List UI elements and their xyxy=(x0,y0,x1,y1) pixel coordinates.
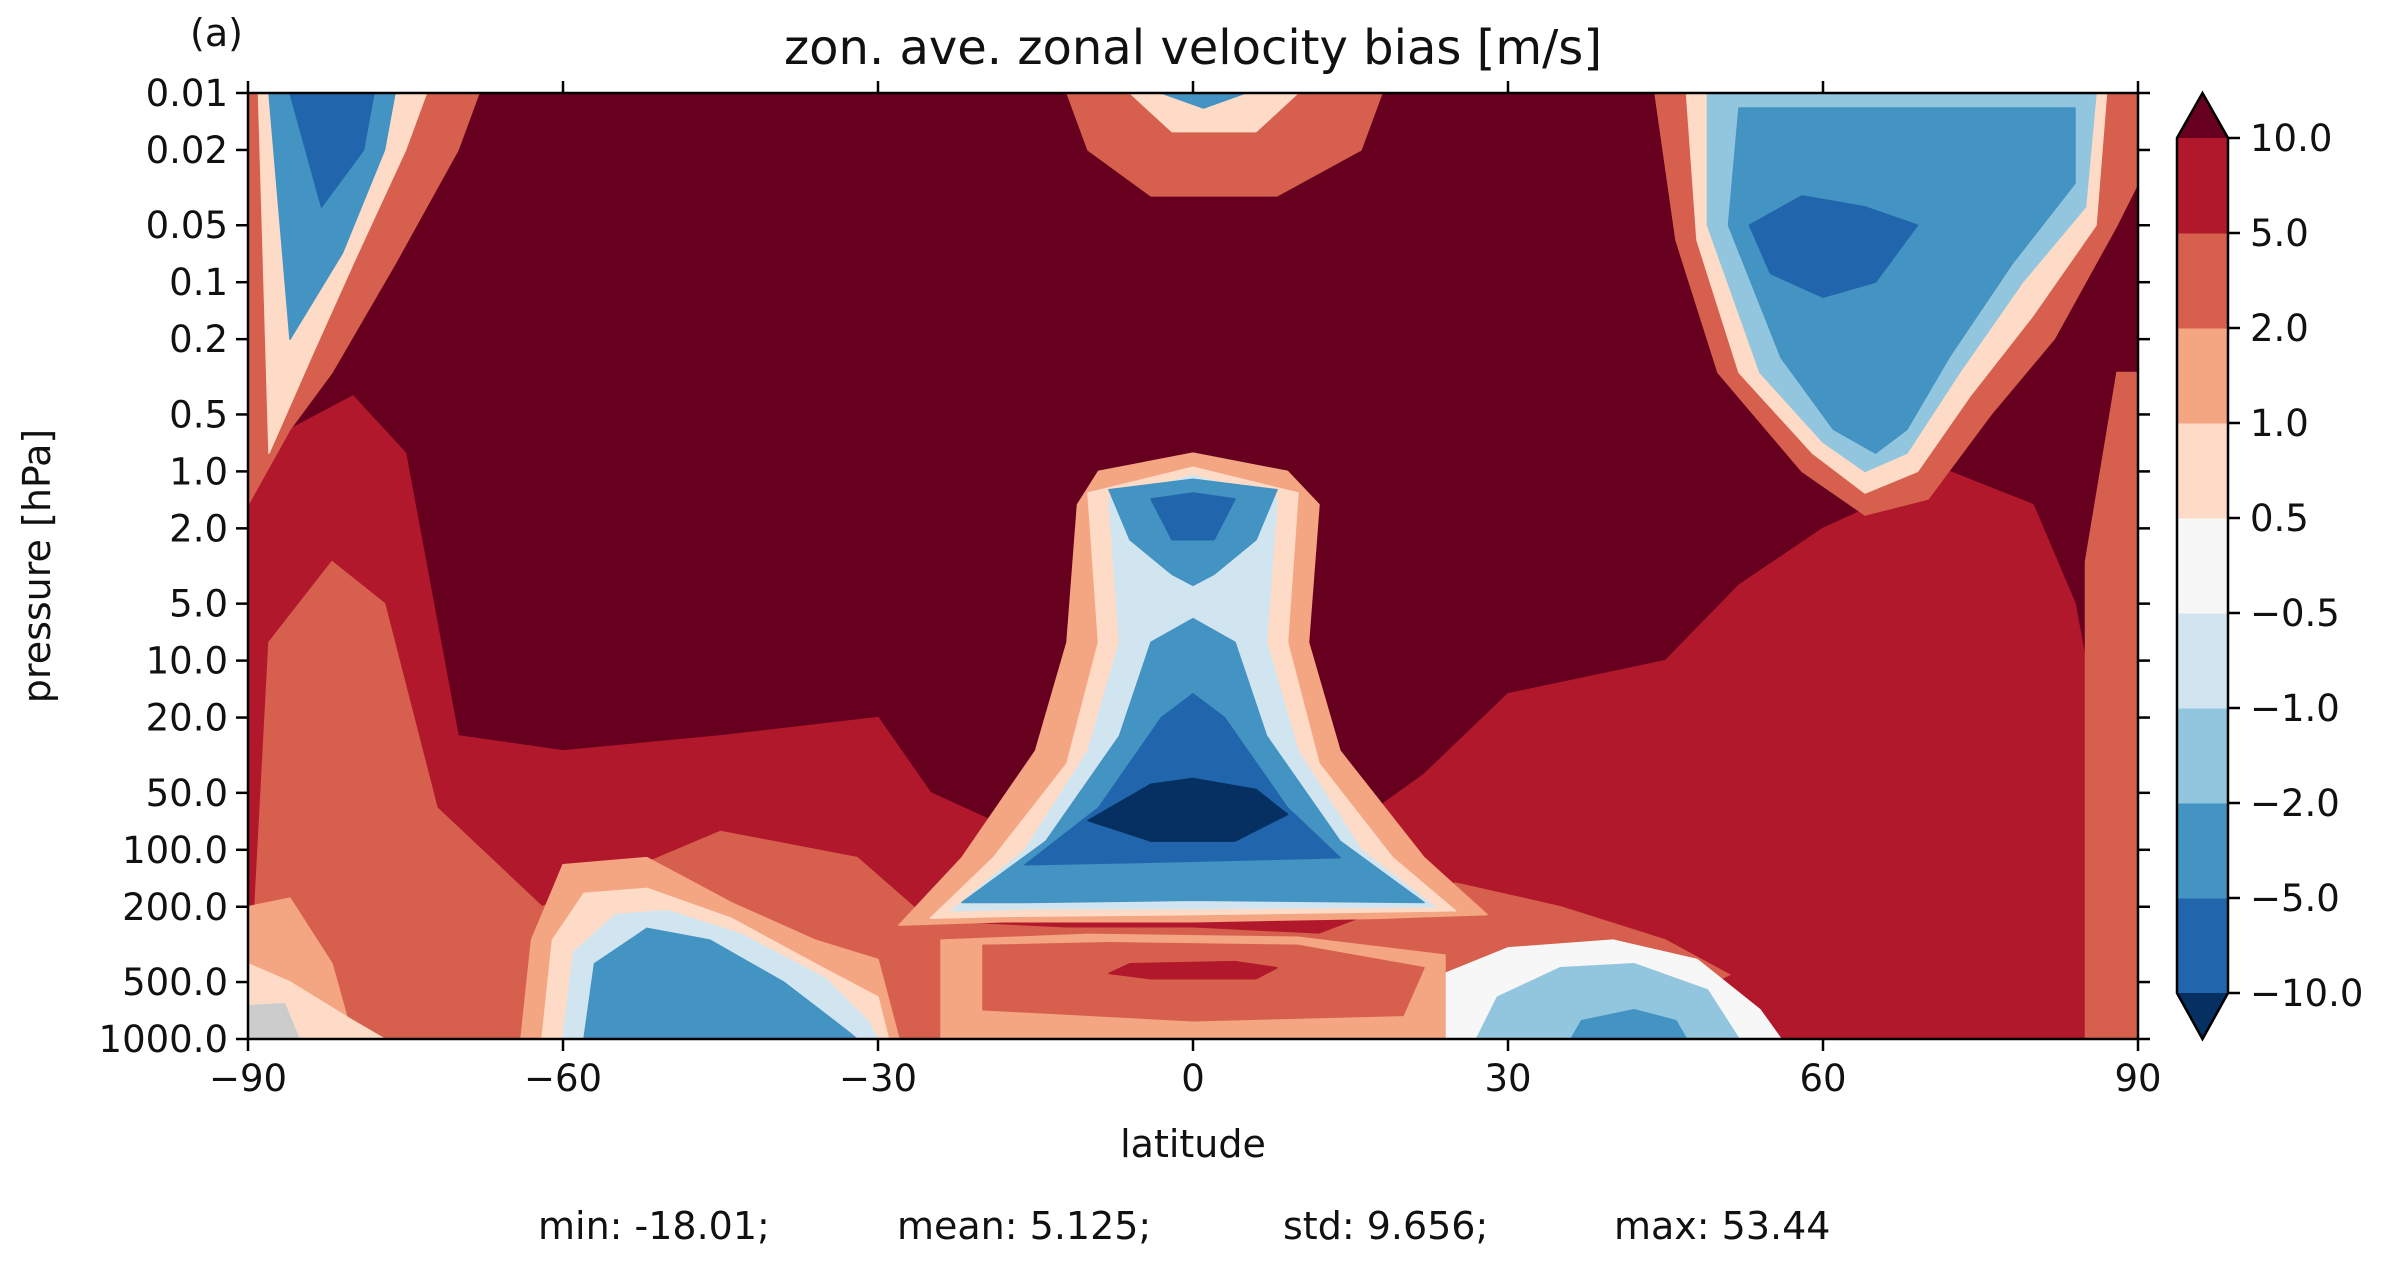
colorbar-tick-label: 10.0 xyxy=(2250,117,2332,160)
stat-max: max: 53.44 xyxy=(1614,1204,1830,1248)
y-tick-label: 1.0 xyxy=(169,450,228,493)
y-tick-label: 0.01 xyxy=(146,72,228,115)
y-tick-label: 0.2 xyxy=(169,318,228,361)
contour-fill-layer xyxy=(248,93,2138,1039)
colorbar-segment xyxy=(2177,708,2228,804)
x-axis: −90 −60 −30 0 30 60 90 xyxy=(209,81,2162,1100)
colorbar-segment xyxy=(2177,898,2228,994)
contour-region-eq-top-ring1 xyxy=(1066,93,1383,197)
chart-title: zon. ave. zonal velocity bias [m/s] xyxy=(784,20,1602,76)
colorbar-tick-label: 1.0 xyxy=(2250,402,2309,445)
x-tick-label: 60 xyxy=(1799,1057,1846,1100)
y-axis-label: pressure [hPa] xyxy=(15,429,59,703)
colorbar-tick-label: 5.0 xyxy=(2250,212,2309,255)
y-tick-label: 2.0 xyxy=(169,507,228,550)
stat-std: std: 9.656; xyxy=(1283,1204,1488,1248)
x-tick-label: 0 xyxy=(1181,1057,1205,1100)
colorbar-segment xyxy=(2177,233,2228,329)
y-tick-label: 500.0 xyxy=(122,961,228,1004)
colorbar-tick-label: −10.0 xyxy=(2250,972,2363,1015)
y-tick-label: 100.0 xyxy=(122,829,228,872)
y-tick-label: 1000.0 xyxy=(99,1018,228,1061)
colorbar-segment xyxy=(2177,518,2228,614)
contour-region-eq-top-ring2 xyxy=(1129,93,1299,133)
y-tick-label: 0.02 xyxy=(146,129,228,172)
contour-region-eq-upper-core xyxy=(1150,492,1236,541)
y-tick-label: 0.5 xyxy=(169,393,228,436)
missing-data-patch xyxy=(248,1003,300,1039)
x-tick-label: 90 xyxy=(2114,1057,2161,1100)
stat-min: min: -18.01; xyxy=(538,1204,770,1248)
colorbar-segment xyxy=(2177,613,2228,709)
y-tick-label: 20.0 xyxy=(146,697,228,740)
contour-region-north-polar-core xyxy=(1748,195,1919,298)
contour-region-eq-surface-core xyxy=(1108,960,1278,980)
contour-region-north-edge xyxy=(2084,371,2138,1039)
colorbar-segment xyxy=(2177,328,2228,424)
colorbar-extend-min xyxy=(2177,993,2228,1039)
panel-label: (a) xyxy=(190,11,243,55)
colorbar-tick-label: −2.0 xyxy=(2250,782,2340,825)
y-tick-label: 5.0 xyxy=(169,583,228,626)
x-tick-label: −60 xyxy=(524,1057,602,1100)
colorbar: 10.0 5.0 2.0 1.0 0.5 −0.5 −1.0 −2.0 −5.0 −10.0 xyxy=(2175,90,2363,1042)
y-axis: 0.01 0.02 0.05 0.1 0.2 0.5 1.0 2.0 5.0 10.0 20.0 50… xyxy=(99,72,2150,1061)
colorbar-tick-label: −5.0 xyxy=(2250,877,2340,920)
colorbar-extend-max xyxy=(2177,93,2228,138)
x-axis-label: latitude xyxy=(1120,1122,1266,1166)
stat-mean: mean: 5.125; xyxy=(897,1204,1151,1248)
colorbar-segment xyxy=(2177,423,2228,519)
x-tick-label: 30 xyxy=(1484,1057,1531,1100)
contour-region-south-polar-ring3 xyxy=(268,93,396,340)
contour-region-north-surface-core xyxy=(1570,1008,1688,1039)
y-tick-label: 200.0 xyxy=(122,886,228,929)
contour-region-eq-top-core xyxy=(1160,93,1247,109)
contour-region-eq-lower-extreme xyxy=(1087,777,1289,842)
contour-region-south-surface-core xyxy=(583,927,858,1039)
x-tick-label: −30 xyxy=(839,1057,917,1100)
plot-area xyxy=(246,91,2140,1041)
colorbar-tick-label: −0.5 xyxy=(2250,592,2340,635)
x-tick-label: −90 xyxy=(209,1057,287,1100)
y-tick-label: 50.0 xyxy=(146,772,228,815)
colorbar-tick-label: 2.0 xyxy=(2250,307,2309,350)
y-tick-label: 0.1 xyxy=(169,261,228,304)
colorbar-segment xyxy=(2177,803,2228,899)
y-tick-label: 0.05 xyxy=(146,204,228,247)
contour-region-eq-surface-ring2 xyxy=(982,942,1425,1022)
colorbar-tick-label: 0.5 xyxy=(2250,497,2309,540)
contour-region-south-polar-core xyxy=(289,93,375,208)
colorbar-segment xyxy=(2177,138,2228,234)
colorbar-tick-label: −1.0 xyxy=(2250,687,2340,730)
stats-line: min: -18.01; mean: 5.125; std: 9.656; ma… xyxy=(538,1204,1830,1248)
contour-region-north-polar-cell xyxy=(1727,107,2076,454)
y-tick-label: 10.0 xyxy=(146,640,228,683)
